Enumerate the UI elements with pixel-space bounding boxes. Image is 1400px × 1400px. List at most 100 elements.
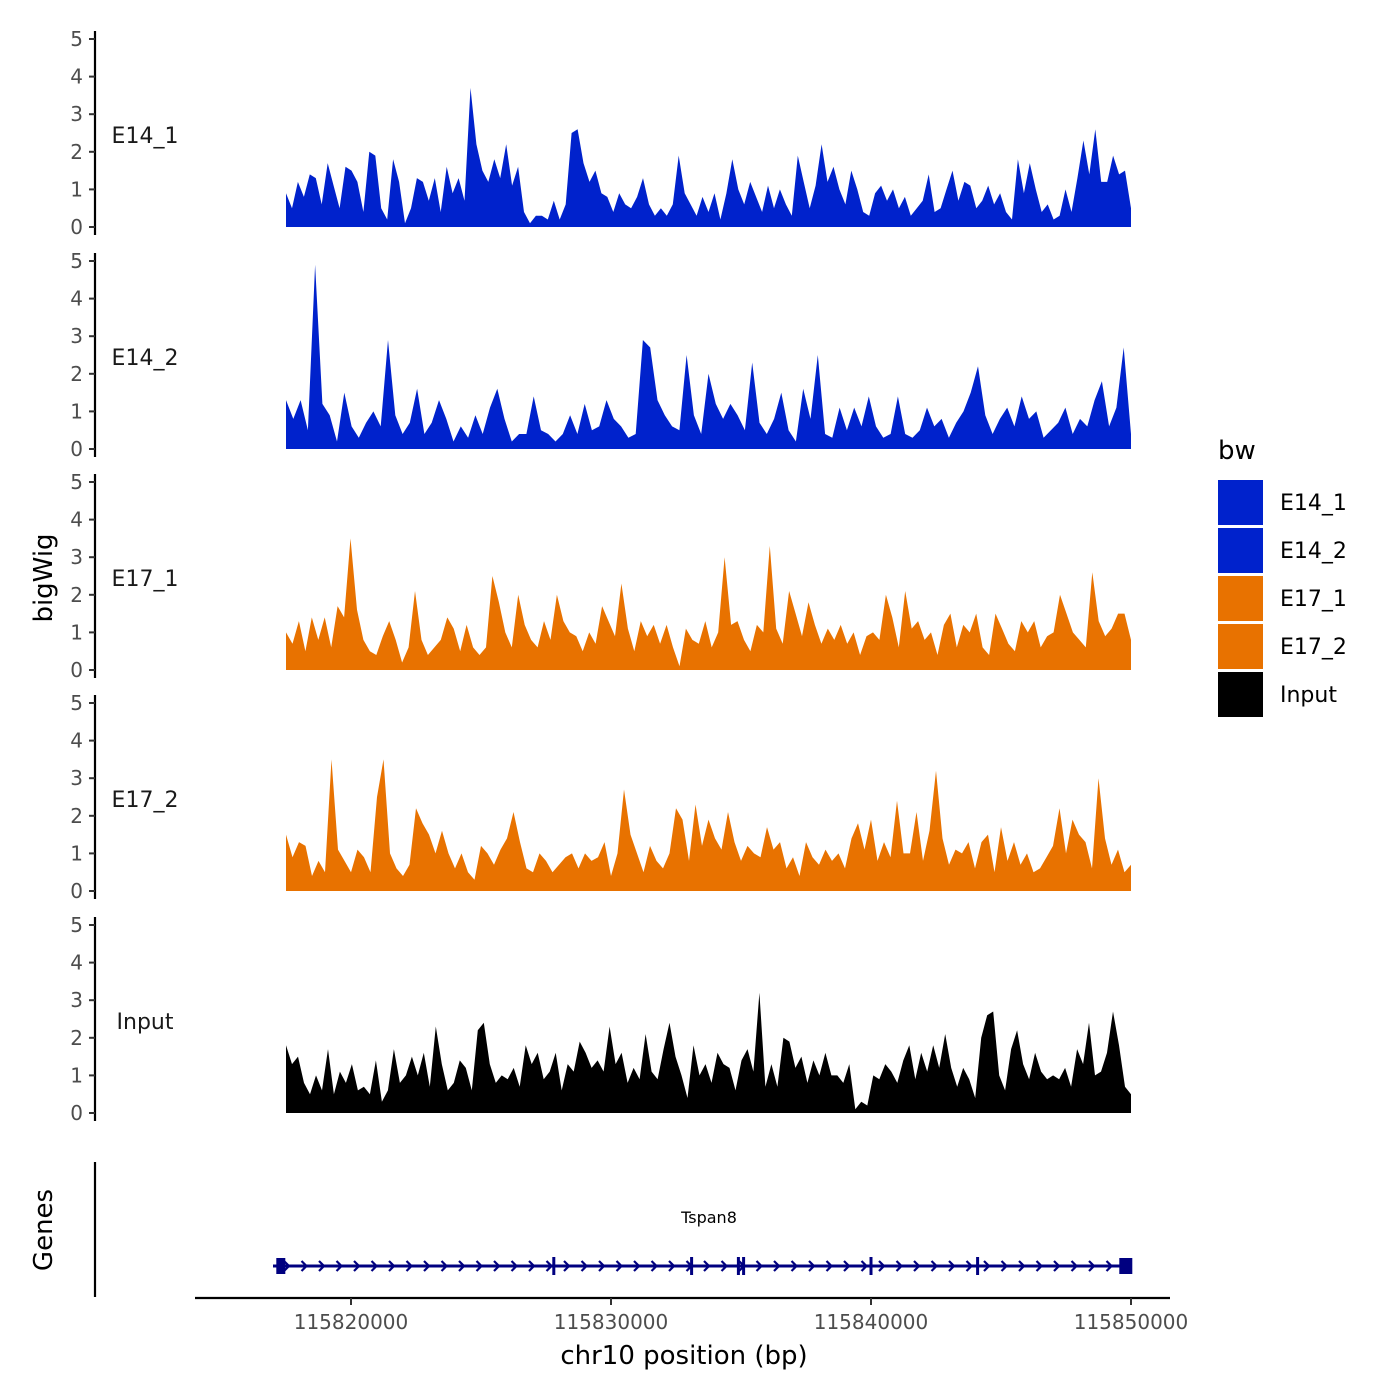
coverage-area-E14_1 (286, 87, 1131, 228)
strand-arrow (318, 1260, 326, 1272)
y-tick-label: 2 (70, 583, 83, 607)
legend-label-E17_1: E17_1 (1280, 587, 1347, 612)
strand-arrow (1105, 1260, 1114, 1272)
strand-arrow (808, 1260, 816, 1272)
gene-exon (736, 1257, 740, 1275)
legend-label-Input: Input (1280, 683, 1337, 708)
strand-arrow (580, 1260, 589, 1272)
gene-exon (976, 1257, 980, 1275)
strand-arrow (878, 1260, 886, 1272)
strand-arrow (650, 1260, 659, 1272)
coverage-area-E17_2 (286, 759, 1131, 891)
strand-arrow (825, 1260, 834, 1272)
y-tick-label: 4 (70, 508, 83, 532)
y-tick-label: 5 (70, 27, 83, 51)
legend-swatch-E14_2 (1218, 528, 1263, 573)
track-E17_2: 0 1 2 3 4 5 E17_2 (70, 691, 1131, 903)
track-label: E17_2 (112, 788, 179, 813)
y-tick-label: 5 (70, 470, 83, 494)
strand-arrow (913, 1260, 921, 1272)
y-tick-label: 0 (70, 1101, 83, 1125)
x-tick-label: 115840000 (814, 1310, 929, 1334)
strand-arrow (475, 1260, 484, 1272)
y-tick-label: 1 (70, 620, 83, 644)
y-tick-label: 0 (70, 879, 83, 903)
y-tick-label: 2 (70, 804, 83, 828)
coverage-area-E17_1 (286, 538, 1131, 670)
y-tick-label: 3 (70, 545, 83, 569)
strand-arrow (335, 1260, 344, 1272)
y-tick-label: 4 (70, 951, 83, 975)
strand-arrow (493, 1260, 501, 1272)
track-E14_1: 0 1 2 3 4 5 E14_1 (70, 27, 1131, 239)
legend: bw E14_1 E14_2 E17_1 E17_2 Input (1218, 436, 1347, 717)
y-tick-label: 5 (70, 249, 83, 273)
legend-title: bw (1218, 436, 1256, 466)
gene-exon (276, 1258, 286, 1274)
gene-exon (1119, 1258, 1133, 1274)
y-tick-label: 3 (70, 102, 83, 126)
strand-arrow (388, 1260, 396, 1272)
strand-arrow (1070, 1260, 1079, 1272)
strand-arrow (458, 1260, 466, 1272)
strand-arrow (1018, 1260, 1026, 1272)
strand-arrow (843, 1260, 851, 1272)
y-tick-label: 0 (70, 658, 83, 682)
strand-arrow (930, 1260, 939, 1272)
legend-label-E17_2: E17_2 (1280, 635, 1347, 660)
strand-arrow (405, 1260, 414, 1272)
y-tick-label: 2 (70, 140, 83, 164)
strand-arrow (860, 1260, 869, 1272)
strand-arrow (720, 1260, 729, 1272)
strand-arrow (1088, 1260, 1096, 1272)
strand-arrow (423, 1260, 431, 1272)
genes-panel: Genes Tspan8 (29, 1162, 1133, 1297)
track-label: E17_1 (112, 567, 179, 592)
y-axis-title: bigWig (29, 533, 59, 622)
legend-label-E14_1: E14_1 (1280, 491, 1347, 516)
gene-name-label: Tspan8 (680, 1208, 737, 1227)
y-tick-label: 1 (70, 399, 83, 423)
genes-panel-title: Genes (29, 1189, 59, 1271)
strand-arrow (1035, 1260, 1044, 1272)
strand-arrow (528, 1260, 536, 1272)
strand-arrow (948, 1260, 956, 1272)
strand-arrow (1000, 1260, 1009, 1272)
legend-swatch-E17_2 (1218, 624, 1263, 669)
strand-arrow (440, 1260, 449, 1272)
legend-label-E14_2: E14_2 (1280, 539, 1347, 564)
strand-arrow (370, 1260, 379, 1272)
y-tick-label: 2 (70, 362, 83, 386)
y-tick-label: 2 (70, 1026, 83, 1050)
strand-arrow (983, 1260, 991, 1272)
y-tick-label: 1 (70, 841, 83, 865)
y-tick-label: 4 (70, 729, 83, 753)
strand-arrow (510, 1260, 519, 1272)
y-tick-label: 3 (70, 324, 83, 348)
strand-arrow (598, 1260, 606, 1272)
gene-exon (742, 1257, 746, 1275)
track-label: E14_2 (112, 346, 179, 371)
y-tick-label: 4 (70, 287, 83, 311)
legend-swatch-E17_1 (1218, 576, 1263, 621)
strand-arrow (1053, 1260, 1061, 1272)
y-tick-label: 3 (70, 766, 83, 790)
strand-arrow (300, 1260, 309, 1272)
track-label: E14_1 (112, 124, 179, 149)
x-tick-label: 115830000 (554, 1310, 669, 1334)
track-E14_2: 0 1 2 3 4 5 E14_2 (70, 249, 1131, 461)
track-Input: 0 1 2 3 4 5 Input (70, 913, 1131, 1125)
legend-swatch-Input (1218, 672, 1263, 717)
coverage-area-E14_2 (286, 264, 1131, 449)
y-tick-label: 0 (70, 437, 83, 461)
coverage-area-Input (286, 992, 1131, 1113)
x-tick-label: 115820000 (294, 1310, 409, 1334)
x-tick-label: 115850000 (1074, 1310, 1189, 1334)
y-tick-label: 0 (70, 215, 83, 239)
legend-swatch-E14_1 (1218, 480, 1263, 525)
x-axis-title: chr10 position (bp) (560, 1341, 807, 1371)
track-label: Input (117, 1010, 174, 1035)
strand-arrow (895, 1260, 904, 1272)
coverage-tracks: 0 1 2 3 4 5 E14_1 0 1 2 3 4 5 E14_2 0 1 2 3 4 5 E17_1 0 1 2 3 4 5 E… (70, 27, 1131, 1125)
